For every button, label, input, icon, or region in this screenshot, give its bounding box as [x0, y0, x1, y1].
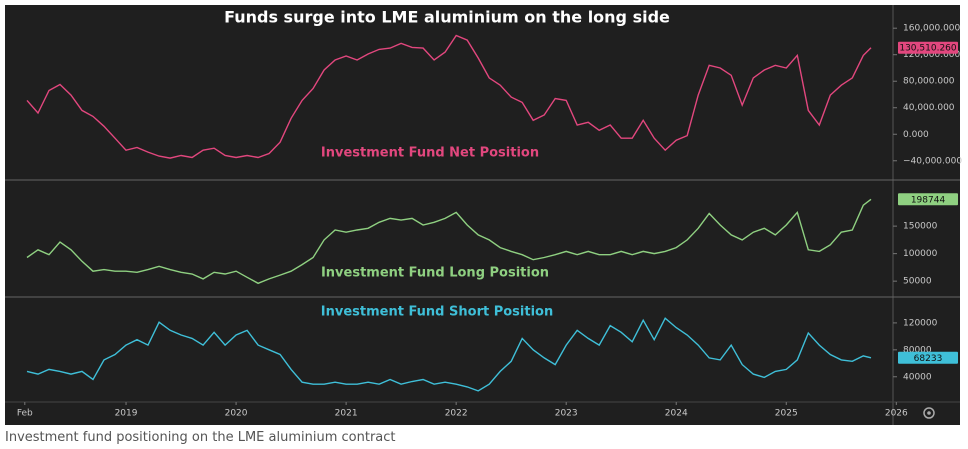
y-tick-label: 150000	[903, 222, 938, 232]
y-tick-label: 40,000.000	[903, 103, 955, 113]
y-tick-label: 120,000.000	[903, 50, 961, 60]
data-line	[26, 34, 872, 159]
x-tick-label: 2025	[775, 409, 798, 419]
y-tick-label: 50000	[903, 277, 932, 287]
y-tick-label: 160,000.000	[903, 24, 961, 34]
series-label: Investment Fund Short Position	[321, 305, 553, 320]
settings-icon-dot	[927, 411, 931, 415]
last-value-badge	[898, 193, 958, 206]
chart: Funds surge into LME aluminium on the lo…	[5, 5, 962, 425]
y-tick-label: 80,000.000	[903, 77, 955, 87]
caption: Investment fund positioning on the LME a…	[5, 430, 396, 445]
chart-title: Funds surge into LME aluminium on the lo…	[224, 8, 670, 27]
y-tick-label: 100000	[903, 249, 938, 259]
last-value-badge	[898, 351, 958, 364]
x-tick-label: 2026	[885, 409, 908, 419]
x-tick-label: 2023	[555, 409, 578, 419]
series-label: Investment Fund Long Position	[321, 266, 549, 281]
settings-icon[interactable]	[923, 407, 935, 419]
x-tick-label: 2024	[665, 409, 688, 419]
settings-icon-ring	[923, 407, 935, 419]
y-tick-label: 0.000	[903, 130, 929, 140]
x-tick-label: 2021	[335, 409, 358, 419]
y-tick-label: 120000	[903, 318, 938, 328]
y-tick-label: 80000	[903, 345, 932, 355]
data-line	[26, 317, 872, 392]
x-tick-label: 2022	[445, 409, 468, 419]
last-value-label: 68233	[914, 354, 943, 364]
last-value-badge	[898, 41, 958, 54]
chart-background	[5, 5, 960, 425]
last-value-label: 198744	[911, 195, 946, 205]
x-tick-label: 2019	[115, 409, 138, 419]
y-tick-label: −40,000.000	[903, 156, 962, 166]
x-tick-label: Feb	[17, 409, 33, 419]
data-line	[26, 198, 872, 285]
x-tick-label: 2020	[225, 409, 248, 419]
last-value-label: 130,510.260	[899, 44, 957, 54]
y-tick-label: 40000	[903, 372, 932, 382]
series-label: Investment Fund Net Position	[321, 146, 539, 161]
